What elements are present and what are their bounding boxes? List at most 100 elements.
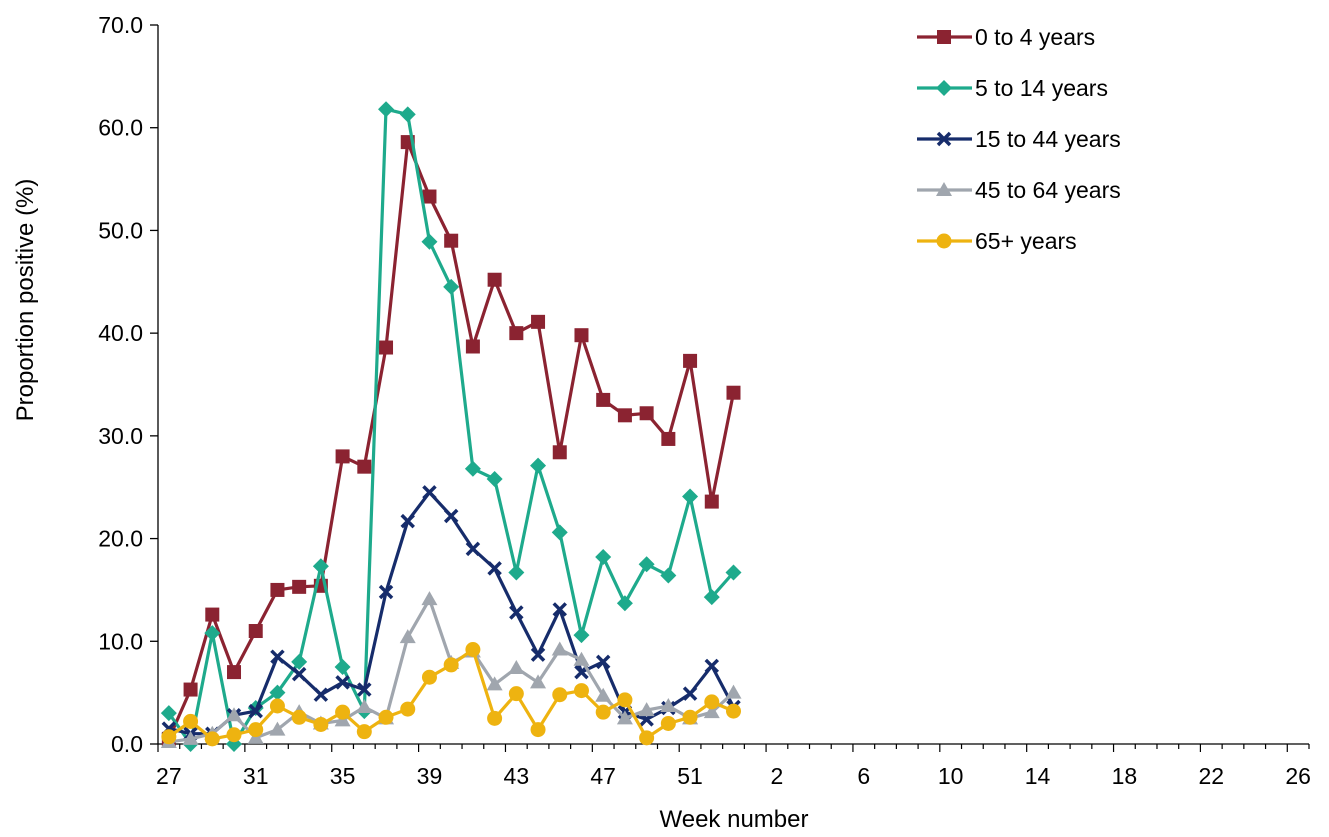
data-point — [638, 702, 655, 717]
legend-marker — [937, 30, 951, 44]
data-point — [596, 392, 611, 407]
data-point — [269, 721, 286, 736]
data-point — [270, 582, 285, 597]
data-point — [726, 385, 741, 400]
data-point — [379, 340, 394, 355]
data-point — [704, 494, 719, 509]
data-point — [248, 703, 263, 719]
data-point — [226, 727, 242, 743]
x-axis-title: Week number — [660, 806, 809, 833]
data-point — [421, 591, 438, 606]
y-tick-label: 70.0 — [98, 12, 143, 38]
data-point — [269, 684, 286, 701]
data-point — [573, 683, 589, 699]
data-point — [270, 649, 285, 664]
legend-marker — [936, 233, 952, 249]
data-point — [378, 101, 395, 118]
legend-label: 45 to 64 years — [975, 177, 1121, 203]
data-point — [508, 564, 525, 581]
y-tick-label: 30.0 — [98, 423, 143, 449]
data-point — [639, 730, 655, 746]
y-tick-label: 20.0 — [98, 526, 143, 552]
data-point — [704, 694, 720, 710]
x-tick-label: 6 — [857, 763, 870, 789]
legend-item: 65+ years — [917, 228, 1077, 254]
data-point — [704, 658, 720, 674]
legend-label: 0 to 4 years — [975, 24, 1095, 50]
x-tick-label: 51 — [677, 763, 703, 789]
data-point — [248, 722, 264, 738]
y-tick-label: 40.0 — [98, 320, 143, 346]
data-point — [378, 709, 394, 725]
x-tick-label: 35 — [330, 763, 356, 789]
data-point — [248, 624, 263, 639]
data-point — [595, 549, 612, 566]
data-point — [595, 654, 611, 670]
y-tick-label: 10.0 — [98, 628, 143, 654]
data-point — [725, 684, 742, 699]
data-point — [574, 328, 589, 343]
series-line — [167, 140, 736, 740]
data-point — [595, 687, 612, 702]
data-point — [400, 701, 416, 717]
data-point — [161, 729, 177, 745]
data-point — [683, 353, 698, 368]
legend-item: 45 to 64 years — [917, 177, 1121, 203]
y-axis: 0.0 10.0 20.0 30.0 40.0 50.0 60.0 70.0 — [98, 12, 159, 757]
data-point — [616, 595, 633, 612]
data-point — [183, 682, 198, 697]
data-point — [660, 715, 676, 731]
y-tick-label: 50.0 — [98, 217, 143, 243]
series-5-to-14-years — [160, 101, 742, 752]
x-tick-label: 43 — [504, 763, 530, 789]
legend-label: 5 to 14 years — [975, 75, 1108, 101]
data-point — [357, 459, 372, 474]
data-point — [703, 589, 720, 606]
data-point — [703, 704, 720, 719]
data-point — [334, 658, 351, 675]
data-point — [682, 488, 699, 505]
legend-marker — [936, 182, 952, 196]
series-65-years — [161, 642, 741, 747]
data-point — [531, 314, 546, 329]
x-tick-label: 14 — [1025, 763, 1051, 789]
x-tick-label: 22 — [1198, 763, 1224, 789]
x-tick-label: 47 — [590, 763, 616, 789]
y-axis-title: Proportion positive (%) — [12, 179, 39, 422]
data-point — [182, 730, 199, 745]
data-point — [551, 524, 568, 541]
legend-item: 0 to 4 years — [917, 24, 1095, 50]
data-point — [617, 692, 633, 708]
x-tick-label: 2 — [771, 763, 784, 789]
data-point — [444, 233, 459, 248]
legend-label: 65+ years — [975, 228, 1077, 254]
data-point — [399, 106, 416, 123]
data-point — [552, 687, 568, 703]
data-point — [530, 722, 546, 738]
data-point — [530, 647, 546, 662]
data-point — [486, 470, 503, 487]
data-point — [183, 713, 199, 729]
data-point — [291, 666, 307, 682]
x-tick-label: 39 — [417, 763, 443, 789]
data-point — [486, 676, 503, 691]
data-point — [465, 541, 481, 557]
data-point — [356, 699, 373, 714]
data-point — [421, 233, 438, 250]
x-tick-label: 18 — [1112, 763, 1138, 789]
data-point — [595, 704, 611, 720]
series-line — [168, 490, 735, 736]
data-point — [509, 326, 524, 341]
data-point — [335, 675, 350, 690]
x-tick-label: 10 — [938, 763, 964, 789]
data-point — [291, 709, 307, 725]
data-point — [552, 445, 567, 460]
x-tick-label: 31 — [243, 763, 269, 789]
data-point — [335, 449, 350, 464]
data-point — [443, 657, 459, 673]
data-point — [616, 710, 633, 725]
data-point — [487, 272, 502, 287]
data-point — [487, 710, 503, 726]
data-point — [313, 687, 329, 702]
